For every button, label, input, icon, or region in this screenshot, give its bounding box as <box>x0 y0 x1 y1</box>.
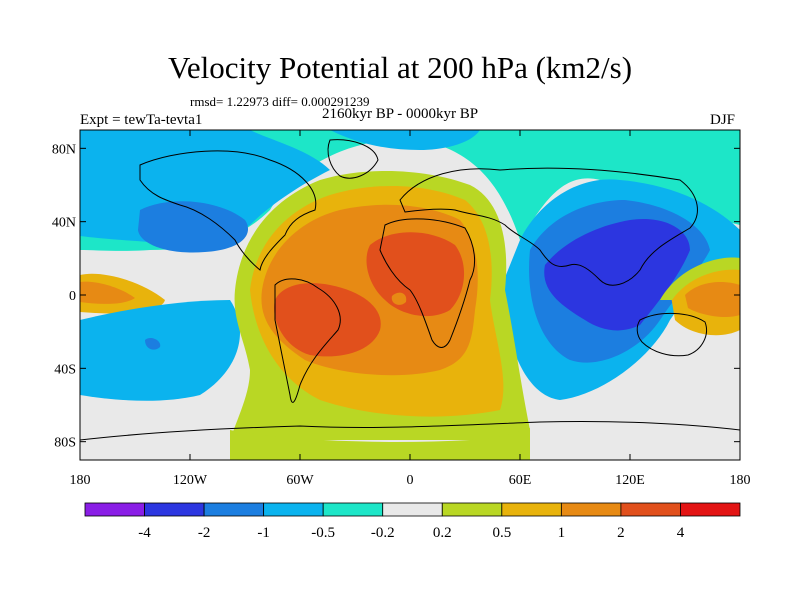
australia-coastline <box>636 312 707 357</box>
colorbar-label: -0.5 <box>311 525 335 541</box>
colorbar-swatch <box>322 502 384 517</box>
equatorial-orange-spot-2 <box>409 316 425 328</box>
colorbar-label: 2 <box>617 525 625 541</box>
colorbar-label: -0.2 <box>371 525 395 541</box>
y-axis: 80N 40N 0 40S 80S <box>52 142 740 451</box>
north-atlantic-light-blue-region <box>330 130 480 150</box>
coastlines <box>80 139 740 441</box>
colorbar-label: 0.2 <box>433 525 452 541</box>
africa-coastline <box>379 218 476 348</box>
season-label: DJF <box>710 112 736 128</box>
map-field <box>80 130 740 460</box>
colorbar-label: -4 <box>138 525 151 541</box>
maritime-continent-dark-blue-region <box>544 219 690 331</box>
west-pacific-green-region <box>660 257 740 300</box>
map-title: Velocity Potential at 200 hPa (km2/s) <box>167 50 633 85</box>
south-america-coastline <box>274 278 341 403</box>
x-tick-label: 180 <box>730 473 751 488</box>
south-america-red-region <box>274 283 381 357</box>
x-tick-label: 0 <box>407 473 414 488</box>
experiment-label: Expt = tewTa-tevta1 <box>80 112 203 128</box>
x-axis: 180 120W 60W 0 60E 120E 180 <box>70 130 751 488</box>
colorbar-swatch <box>441 502 503 517</box>
colorbar-swatch <box>84 502 145 517</box>
statistics-label: rmsd= 1.22973 diff= 0.000291239 <box>190 94 370 109</box>
colorbar-swatch <box>382 502 443 517</box>
south-pacific-blue-region <box>80 300 240 401</box>
colorbar-swatch <box>620 502 681 517</box>
x-tick-label: 180 <box>70 473 91 488</box>
y-tick-label: 40S <box>54 362 76 377</box>
greenland-coastline <box>327 139 379 179</box>
south-pacific-darker-blue-region <box>145 337 161 350</box>
y-tick-label: 40N <box>52 216 76 231</box>
colorbar-label: -1 <box>257 525 270 541</box>
x-tick-label: 120E <box>615 473 645 488</box>
colorbar-label: 4 <box>677 525 685 541</box>
colorbar-label: -2 <box>198 525 211 541</box>
eurasia-coastline <box>399 167 698 286</box>
y-tick-label: 80N <box>52 142 76 157</box>
period-label: 2160kyr BP - 0000kyr BP <box>322 106 479 122</box>
colorbar-swatch <box>560 502 622 517</box>
equatorial-orange-spot <box>391 292 407 305</box>
africa-red-region <box>366 232 465 317</box>
east-pacific-orange-region <box>80 281 135 304</box>
y-tick-label: 80S <box>54 436 76 451</box>
colorbar: -4 -2 -1 -0.5 -0.2 0.2 0.5 1 2 4 <box>84 502 741 541</box>
x-tick-label: 60E <box>509 473 532 488</box>
colorbar-swatch <box>203 502 265 517</box>
antarctica-coastline <box>80 420 740 441</box>
x-tick-label: 120W <box>173 473 208 488</box>
north-america-coastline <box>139 150 317 271</box>
colorbar-label: 0.5 <box>492 525 511 541</box>
north-pacific-blue-region <box>138 201 249 253</box>
antarctic-green-tongue <box>230 428 530 460</box>
west-pacific-orange-region <box>685 282 740 318</box>
colorbar-swatch <box>501 502 562 517</box>
colorbar-swatch <box>263 502 324 517</box>
colorbar-swatch <box>680 502 741 517</box>
colorbar-label: 1 <box>558 525 566 541</box>
y-tick-label: 0 <box>69 289 76 304</box>
colorbar-swatch <box>144 502 205 517</box>
x-tick-label: 60W <box>286 473 314 488</box>
